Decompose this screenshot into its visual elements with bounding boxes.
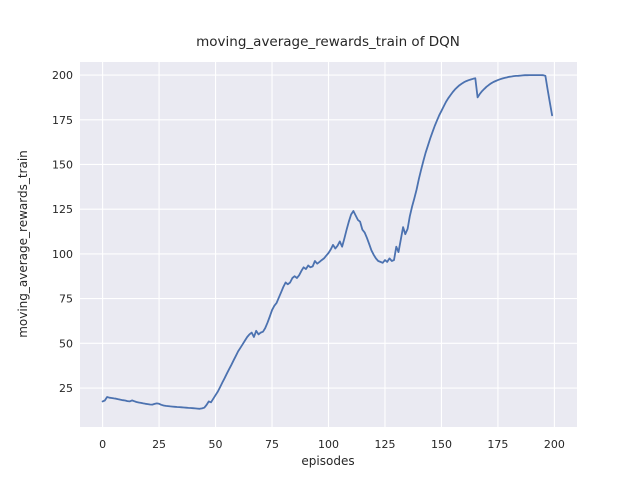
y-tick-label: 150 [52,158,73,171]
x-axis-label: episodes [301,454,354,468]
chart-title: moving_average_rewards_train of DQN [196,34,460,50]
y-tick-label: 200 [52,69,73,82]
y-tick-label: 75 [59,293,73,306]
data-line-layer [101,74,553,410]
x-tick-label: 50 [209,438,223,451]
x-tick-label: 175 [487,438,508,451]
y-axis-tick-labels: 25 50 75 100 125 150 175 200 [52,69,73,395]
x-tick-label: 150 [431,438,452,451]
x-tick-label: 0 [99,438,106,451]
y-tick-label: 50 [59,337,73,350]
y-axis-label: moving_average_rewards_train [16,150,30,338]
y-tick-label: 125 [52,203,73,216]
x-axis-tick-labels: 0 25 50 75 100 125 150 175 200 [99,438,565,451]
x-tick-label: 100 [318,438,339,451]
x-tick-label: 125 [374,438,395,451]
y-tick-label: 175 [52,114,73,127]
y-tick-label: 100 [52,248,73,261]
y-tick-label: 25 [59,382,73,395]
x-tick-label: 25 [152,438,166,451]
x-tick-label: 75 [265,438,279,451]
gridlines [80,62,577,427]
x-tick-label: 200 [544,438,565,451]
reward-line [101,74,553,410]
